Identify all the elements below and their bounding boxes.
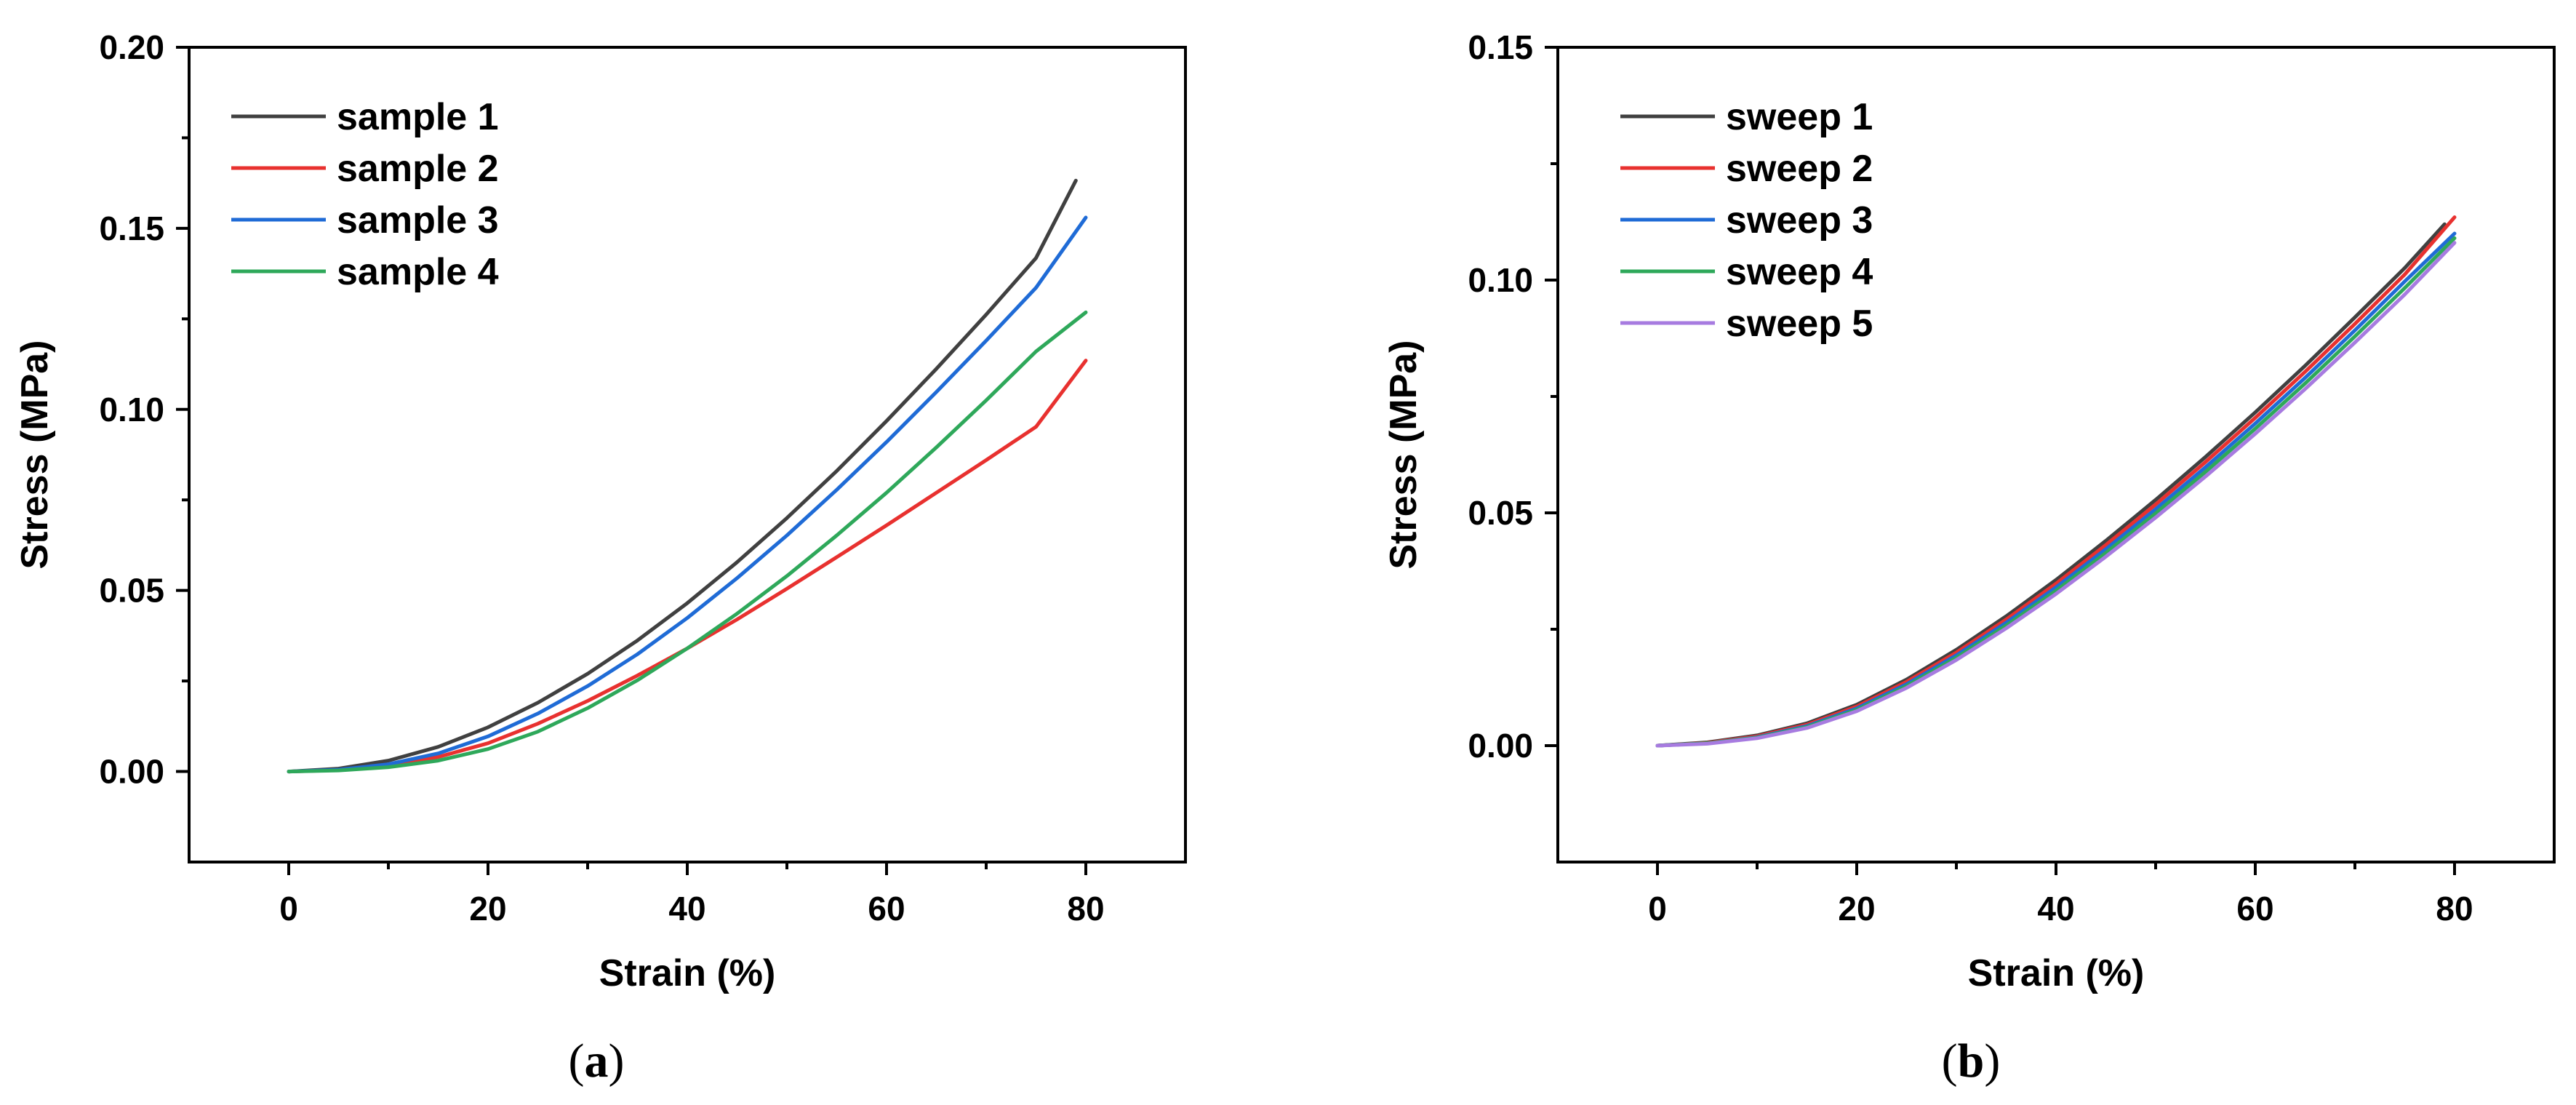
- y-tick-label: 0.00: [1468, 727, 1533, 765]
- panel-label-letter: a: [585, 1034, 609, 1088]
- x-axis-title: Strain (%): [599, 952, 776, 994]
- series-line-sample-1: [287, 178, 1078, 774]
- panel-label: (a): [569, 1034, 625, 1088]
- series-line-sample-3: [287, 215, 1088, 774]
- y-tick-label: 0.10: [99, 391, 164, 428]
- legend-label: sample 4: [337, 251, 499, 293]
- y-tick-label: 0.20: [99, 28, 164, 66]
- legend-label: sample 3: [337, 199, 499, 242]
- panel-label-close: ): [609, 1034, 625, 1088]
- x-tick-label: 40: [668, 890, 705, 928]
- panel-label: (b): [1942, 1034, 2001, 1088]
- chart-panel-a: 0 20 40 60 80 0.00 0.05 0.10 0.15 0.20 Strain (%) S…: [14, 28, 1187, 1088]
- panel-label-close: ): [1984, 1034, 2000, 1088]
- legend-label: sweep 1: [1726, 96, 1873, 138]
- x-tick-label: 80: [2436, 890, 2473, 928]
- panel-label-open: (: [569, 1034, 585, 1088]
- x-tick-label: 60: [2236, 890, 2273, 928]
- series-line-sample-4: [287, 310, 1088, 774]
- x-tick-label: 0: [279, 890, 298, 928]
- x-tick-label: 20: [469, 890, 506, 928]
- legend-label: sweep 5: [1726, 303, 1873, 345]
- series-line-sample-2: [287, 359, 1088, 774]
- x-tick-label: 0: [1648, 890, 1667, 928]
- y-tick-label: 0.05: [1468, 494, 1533, 532]
- x-axis-title: Strain (%): [1968, 952, 2145, 994]
- y-axis-title: Stress (MPa): [14, 340, 56, 570]
- y-axis-title: Stress (MPa): [1383, 340, 1425, 570]
- series-line-sweep-2: [1655, 215, 2457, 748]
- panel-label-open: (: [1942, 1034, 1958, 1088]
- x-tick-label: 20: [1838, 890, 1875, 928]
- y-tick-label: 0.00: [99, 753, 164, 791]
- x-tick-label: 80: [1067, 890, 1104, 928]
- chart-panel-b: 0 20 40 60 80 0.00 0.05 0.10 0.15 Strain (%) Stres…: [1383, 28, 2556, 1088]
- panel-label-letter: b: [1958, 1034, 1985, 1088]
- x-tick-label: 40: [2037, 890, 2074, 928]
- y-tick-label: 0.15: [1468, 28, 1533, 66]
- legend-label: sample 1: [337, 96, 499, 138]
- y-tick-label: 0.15: [99, 210, 164, 247]
- legend-label: sample 2: [337, 148, 499, 190]
- y-tick-label: 0.05: [99, 572, 164, 610]
- series-line-sweep-5: [1655, 241, 2457, 748]
- legend-label: sweep 4: [1726, 251, 1873, 293]
- legend-label: sweep 2: [1726, 148, 1873, 190]
- y-tick-label: 0.10: [1468, 261, 1533, 299]
- legend-label: sweep 3: [1726, 199, 1873, 242]
- x-tick-label: 60: [868, 890, 905, 928]
